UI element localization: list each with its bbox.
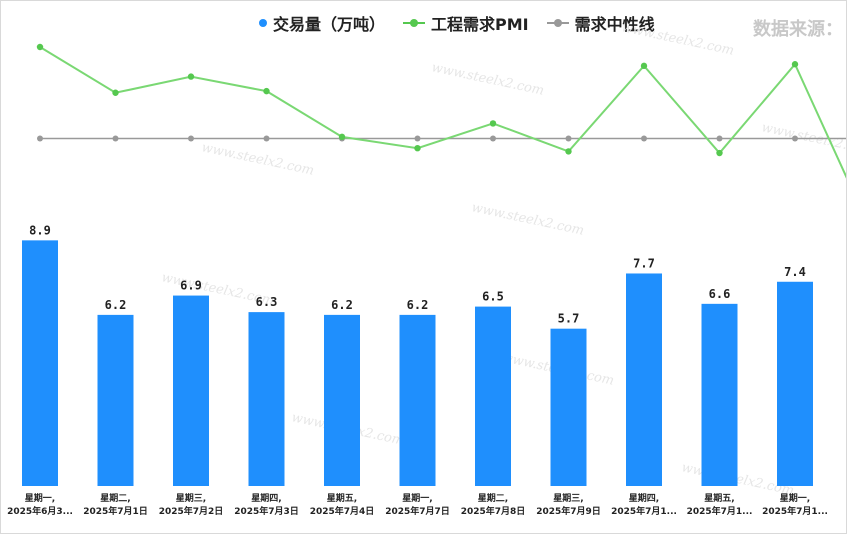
median-point: [112, 135, 119, 142]
pmi-point[interactable]: [112, 89, 119, 96]
x-tick-day: 星期四,: [629, 492, 659, 504]
volume-bar[interactable]: [550, 328, 587, 486]
volume-value-label: 7.4: [784, 265, 806, 279]
legend-swatch-median: [546, 19, 569, 27]
median-point: [188, 135, 194, 142]
legend-label-volume: 交易量（万吨）: [273, 15, 386, 34]
legend-item-volume[interactable]: 交易量（万吨）: [259, 11, 385, 35]
median-point: [641, 135, 647, 142]
volume-bar[interactable]: [777, 281, 813, 486]
volume-value-label: 6.3: [256, 295, 278, 309]
volume-bar[interactable]: [22, 240, 58, 486]
legend-swatch-volume: [259, 19, 267, 27]
pmi-point[interactable]: [489, 120, 497, 127]
data-source-label: 数据来源：: [753, 19, 843, 40]
x-tick-date: 2025年7月1...: [611, 505, 677, 517]
volume-value-label: 8.9: [29, 223, 51, 237]
median-point: [716, 135, 723, 142]
x-tick-date: 2025年7月8日: [461, 505, 526, 517]
volume-bar[interactable]: [173, 295, 209, 486]
volume-value-label: 6.6: [709, 287, 731, 301]
volume-bar[interactable]: [97, 314, 134, 486]
volume-bar[interactable]: [626, 273, 662, 486]
x-tick-day: 星期四,: [251, 492, 281, 504]
legend-item-pmi[interactable]: 工程需求PMI: [403, 11, 529, 35]
x-tick-date: 2025年7月2日: [159, 505, 224, 517]
x-tick-day: 星期三,: [176, 492, 206, 504]
legend-label-pmi: 工程需求PMI: [431, 15, 529, 34]
x-tick-date: 2025年7月1日: [83, 505, 148, 517]
pmi-point[interactable]: [187, 73, 195, 80]
volume-value-label: 6.9: [180, 279, 202, 293]
median-point: [414, 135, 421, 142]
x-tick-date: 2025年7月1...: [687, 505, 753, 517]
x-tick-date: 2025年7月9日: [536, 505, 601, 517]
x-tick-date: 2025年7月7日: [385, 505, 450, 517]
pmi-point[interactable]: [36, 43, 44, 51]
volume-value-label: 6.2: [407, 298, 429, 312]
watermark-text: www.steelx2.com: [200, 140, 315, 178]
pmi-point[interactable]: [414, 144, 421, 152]
watermark-text: www.steelx2.com: [620, 20, 735, 58]
x-tick-date: 2025年6月3...: [7, 505, 73, 517]
volume-value-label: 6.5: [482, 290, 504, 304]
pmi-point[interactable]: [716, 149, 723, 157]
median-point: [37, 135, 43, 142]
volume-value-label: 6.2: [105, 298, 127, 312]
volume-bar[interactable]: [324, 314, 360, 486]
watermark-text: www.steelx2.com: [430, 60, 545, 98]
pmi-point[interactable]: [640, 62, 648, 70]
labels-layer: 8.9星期一,2025年6月3...6.2星期二,2025年7月1日6.9星期三…: [7, 223, 828, 517]
volume-bar[interactable]: [475, 306, 511, 486]
pmi-line: [39, 46, 846, 179]
x-tick-day: 星期三,: [553, 492, 583, 504]
volume-value-label: 6.2: [331, 298, 353, 312]
x-tick-day: 星期一,: [402, 492, 432, 504]
x-tick-date: 2025年7月1...: [762, 505, 828, 517]
watermark-text: www.steelx2.com: [470, 200, 585, 238]
volume-value-label: 5.7: [558, 312, 580, 326]
pmi-point[interactable]: [791, 61, 799, 68]
pmi-point[interactable]: [263, 87, 270, 95]
volume-bar[interactable]: [701, 303, 738, 486]
legend-label-median: 需求中性线: [574, 15, 655, 34]
x-tick-day: 星期一,: [780, 492, 810, 504]
lines-layer: [36, 43, 846, 179]
x-tick-day: 星期二,: [478, 492, 508, 504]
watermark-text: www.steelx2.com: [760, 120, 846, 158]
x-tick-date: 2025年7月4日: [310, 505, 375, 517]
median-point: [565, 135, 572, 142]
x-tick-day: 星期二,: [100, 492, 130, 504]
x-tick-day: 星期五,: [327, 492, 357, 504]
volume-value-label: 7.7: [633, 256, 655, 270]
median-point: [263, 135, 270, 142]
x-tick-day: 星期五,: [704, 492, 734, 504]
median-point: [490, 135, 496, 142]
bars-layer: [22, 240, 813, 486]
pmi-point[interactable]: [565, 148, 572, 155]
x-tick-date: 2025年7月3日: [234, 505, 299, 517]
median-point: [792, 135, 798, 142]
legend-item-median[interactable]: 需求中性线: [546, 11, 655, 35]
pmi-point[interactable]: [338, 133, 346, 141]
volume-bar[interactable]: [248, 312, 285, 486]
x-tick-day: 星期一,: [25, 492, 55, 504]
legend-swatch-pmi: [403, 19, 426, 27]
volume-bar[interactable]: [399, 314, 436, 486]
chart-legend: 交易量（万吨） 工程需求PMI 需求中性线: [259, 11, 655, 35]
